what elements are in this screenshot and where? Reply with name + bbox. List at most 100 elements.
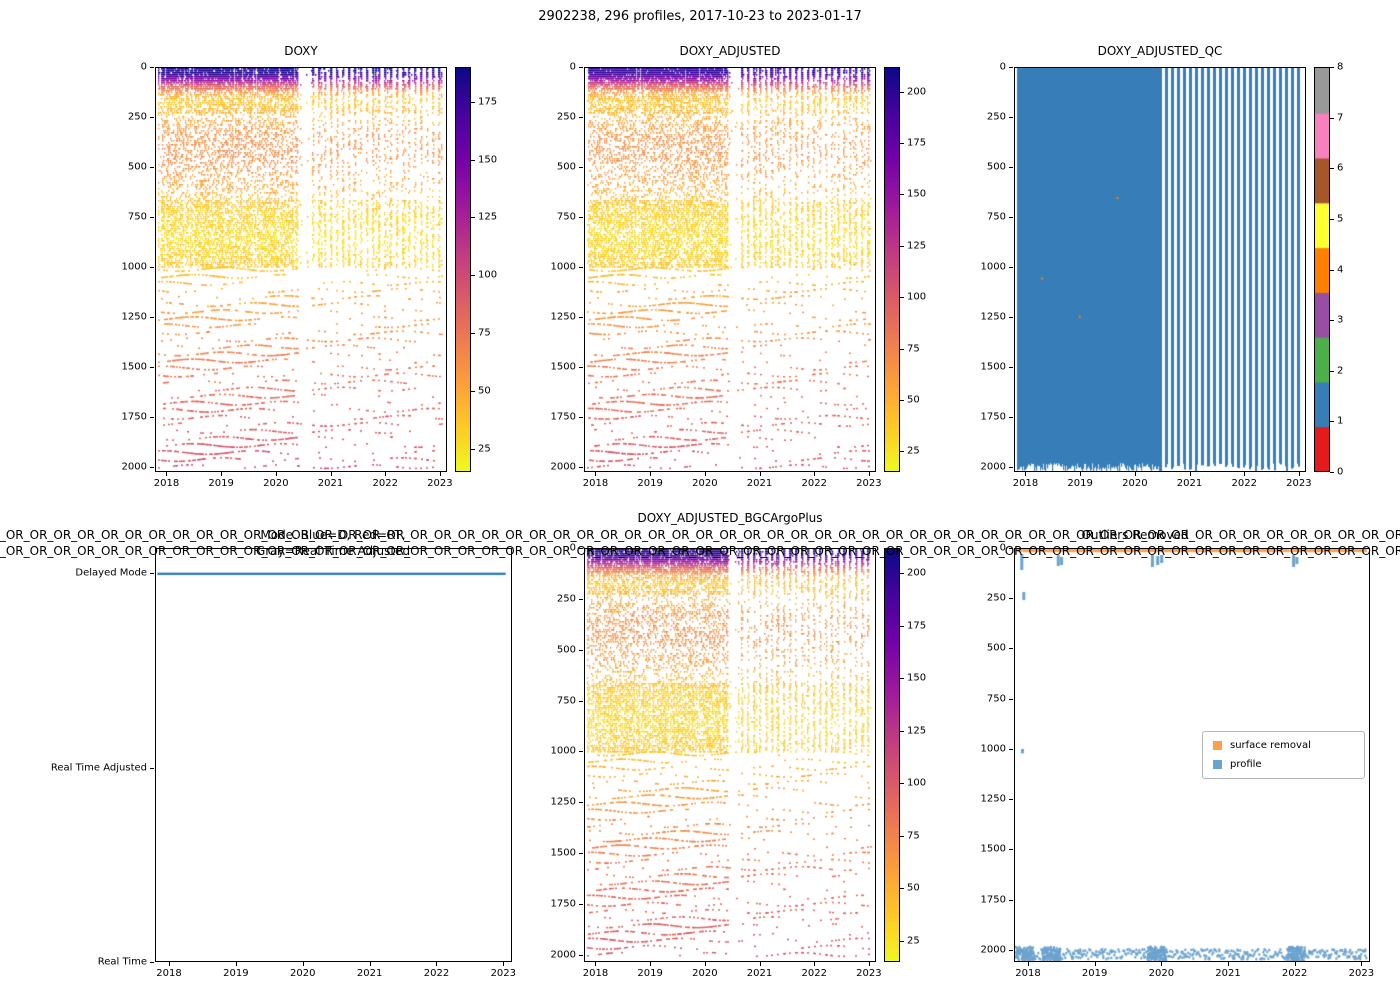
y-tick	[1009, 467, 1013, 468]
x-tick-label: 2021	[746, 478, 773, 489]
surface-removal-label: surface removal	[1230, 740, 1311, 751]
x-tick-label: 2023	[1348, 968, 1375, 979]
y-tick	[1009, 267, 1013, 268]
x-tick	[814, 962, 816, 966]
x-tick	[814, 472, 816, 476]
colorbar-tick-label: 175	[907, 620, 927, 632]
y-tick	[579, 598, 583, 600]
x-tick	[330, 472, 332, 476]
y-tick	[1009, 849, 1013, 851]
colorbar-tick-label: 0	[1337, 466, 1344, 478]
x-tick-label: 2020	[1148, 968, 1175, 979]
colorbar-tick	[1330, 472, 1334, 473]
y-tick	[579, 367, 583, 368]
colorbar-tick-label: 8	[1337, 61, 1344, 73]
bgcargoplus-axes	[584, 548, 876, 962]
y-tick-label: 1750	[121, 411, 147, 423]
mode-title-line-1: Mode. Blue=D, Red=RT,	[260, 528, 406, 542]
colorbar-tick	[900, 625, 904, 627]
x-tick	[759, 962, 761, 966]
x-tick	[275, 472, 277, 476]
colorbar-tick-label: 2	[1337, 365, 1344, 377]
x-tick	[369, 962, 371, 966]
y-tick	[150, 317, 154, 318]
y-tick-label: 1000	[980, 743, 1006, 755]
y-tick	[579, 904, 583, 906]
y-tick-label: Real Time	[97, 956, 147, 968]
x-tick-label: 2022	[372, 478, 398, 489]
y-tick-label: 1000	[550, 745, 576, 757]
x-tick	[595, 472, 597, 476]
x-tick	[595, 962, 597, 966]
y-tick-label: 750	[127, 211, 147, 223]
y-tick	[579, 751, 583, 753]
doxy-adjusted-colorbar	[884, 67, 900, 472]
x-tick-label: 2021	[1176, 478, 1203, 489]
doxy-adjusted-canvas	[585, 68, 875, 471]
colorbar-tick-label: 150	[478, 154, 498, 166]
x-tick-label: 2019	[1067, 478, 1093, 489]
y-tick	[579, 67, 583, 68]
x-tick	[221, 472, 223, 476]
x-tick-label: 2018	[1012, 478, 1039, 489]
y-tick	[579, 417, 583, 418]
x-tick-label: 2020	[290, 968, 316, 979]
colorbar-tick-label: 75	[478, 327, 491, 339]
profile-swatch	[1213, 760, 1222, 769]
y-tick-label: 0	[999, 542, 1006, 554]
x-tick	[302, 962, 304, 966]
y-tick-label: 1750	[550, 898, 576, 910]
x-tick	[169, 962, 171, 966]
colorbar-tick-label: 5	[1337, 213, 1344, 225]
y-tick-label: 0	[140, 61, 147, 73]
y-tick	[150, 117, 154, 118]
y-tick-label: 1250	[980, 793, 1006, 805]
x-tick	[235, 962, 237, 966]
y-tick-label: 500	[556, 161, 576, 173]
y-tick	[1009, 548, 1013, 549]
y-tick	[150, 67, 154, 68]
y-tick-label: 500	[127, 161, 147, 173]
y-tick	[579, 853, 583, 855]
x-tick	[1244, 472, 1246, 476]
outliers-legend: surface removal profile	[1202, 731, 1365, 779]
y-tick-label: 1500	[550, 361, 576, 373]
doxy-adjusted-qc-axes	[1014, 67, 1306, 472]
y-tick	[1009, 598, 1013, 600]
x-tick-label: 2020	[692, 478, 718, 489]
y-tick	[150, 962, 154, 963]
doxy-adjusted-axes	[584, 67, 876, 472]
colorbar-tick-label: 125	[907, 725, 927, 737]
colorbar-tick	[1330, 67, 1334, 68]
y-tick	[1009, 648, 1013, 650]
colorbar-tick	[900, 451, 904, 453]
colorbar-tick-label: 7	[1337, 112, 1344, 124]
colorbar-tick-label: 3	[1337, 314, 1344, 326]
x-tick-label: 2018	[1015, 968, 1041, 979]
y-tick	[1009, 748, 1013, 750]
x-tick-label: 2019	[208, 478, 234, 489]
colorbar-tick	[1330, 117, 1334, 119]
x-tick-label: 2023	[427, 478, 453, 489]
colorbar-tick	[471, 391, 475, 392]
colorbar-tick-label: 50	[478, 385, 491, 397]
y-tick	[1009, 698, 1013, 700]
x-tick-label: 2019	[223, 968, 249, 979]
x-tick	[759, 472, 761, 476]
x-tick	[650, 472, 652, 476]
colorbar-tick	[900, 835, 904, 837]
colorbar-tick-label: 25	[907, 445, 920, 457]
y-tick-label: 1500	[121, 361, 147, 373]
y-tick-label: 0	[569, 542, 576, 554]
y-tick	[579, 167, 583, 168]
y-tick	[579, 267, 583, 268]
colorbar-tick	[1330, 421, 1334, 423]
x-tick	[1080, 472, 1082, 476]
colorbar-tick-label: 1	[1337, 415, 1344, 427]
colorbar-tick-label: 25	[478, 443, 491, 455]
colorbar-tick-label: 150	[907, 672, 927, 684]
x-tick-label: 2021	[356, 968, 383, 979]
y-tick	[579, 217, 583, 218]
x-tick-label: 2018	[582, 968, 609, 979]
x-tick	[1298, 472, 1300, 476]
